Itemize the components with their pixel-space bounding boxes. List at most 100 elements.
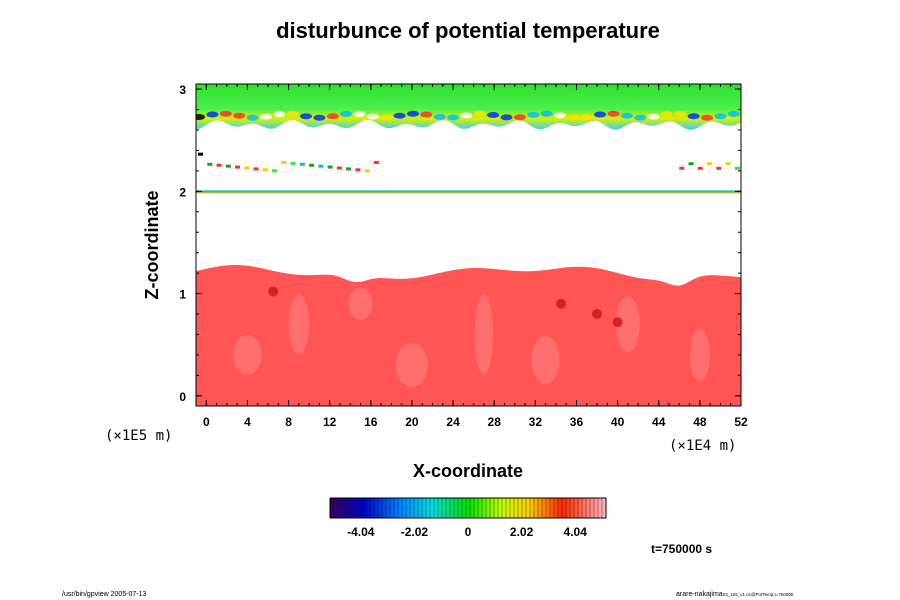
upper-edge-blob [594,111,607,118]
x-tick-label: 8 [285,415,292,429]
lower-eddy [395,343,428,388]
upper-edge-blob [674,110,687,117]
upper-edge-blob [687,113,700,120]
upper-edge-blob [246,114,259,121]
patch [235,165,241,169]
x-tick-label: 44 [652,415,666,429]
y-axis-ticks: 0 1 2 3 [179,83,741,404]
upper-edge-blob [527,111,540,118]
plot-frame [195,83,742,407]
patch [355,168,361,172]
x-tick-label: 24 [446,415,460,429]
lower-eddy [615,296,640,353]
patch [272,169,278,173]
upper-edge-blob [206,111,219,118]
lower-eddy [689,328,710,381]
patch [318,164,324,168]
upper-edge-blob [460,112,473,119]
x-axis-label: X-coordinate [413,461,523,481]
plot-fields [196,84,741,406]
patch [373,160,379,164]
y-tick-label: 0 [179,390,186,404]
footer-right-sub: 03_1e5_v1.nc@PotTemp,t=750000 [723,592,794,597]
lower-eddy [233,334,262,375]
x-tick-label: 0 [203,415,210,429]
patch [688,162,694,166]
x-tick-label: 4 [244,415,251,429]
upper-edge-blob [487,111,500,118]
upper-edge-blob [634,114,647,121]
y-tick-label: 2 [179,185,186,199]
upper-edge-blob [406,110,419,117]
time-label: t=750000 s [651,542,712,556]
patch [198,152,204,156]
lower-eddy [348,287,373,320]
patch [225,164,231,168]
patch [707,162,713,166]
patch [253,167,259,171]
warm-spot [556,298,567,309]
colorbar-tick-label: 4.04 [564,525,588,539]
thin-band [196,190,741,193]
upper-edge-blob [433,114,446,121]
upper-edge-blob [607,110,620,117]
lower-eddy [531,336,560,384]
upper-edge-blob [647,113,660,120]
colorbar-tick-label: 2.02 [510,525,534,539]
thin-band-edge [196,192,741,194]
y-axis-label: Z-coordinate [142,190,162,299]
upper-edge-blob [420,111,433,118]
upper-edge-blob [326,113,339,120]
upper-edge-blob [380,114,393,121]
patch [725,162,731,166]
x-tick-label: 20 [405,415,419,429]
chart-title: disturbunce of potential temperature [276,18,660,43]
x-unit-label: (×1E4 m) [669,438,736,454]
warm-spot [612,317,623,328]
lower-eddy [474,294,493,375]
warm-spot [268,286,279,297]
patch [679,166,685,170]
upper-edge-blob [259,113,272,120]
y-unit-label: (×1E5 m) [105,428,172,444]
upper-edge-blob [727,110,740,117]
patch [309,163,315,167]
x-tick-label: 32 [529,415,543,429]
patch [336,166,342,170]
upper-edge-blob [300,113,313,120]
colorbar-tick-label: -4.04 [347,525,375,539]
x-tick-label: 52 [734,415,748,429]
upper-edge-blob [714,113,727,120]
colorbar [329,497,607,519]
patch [364,169,370,173]
upper-edge-blob [473,110,486,117]
upper-edge-blob [580,114,593,121]
lower-layer-fill [196,264,741,406]
y-tick-label: 1 [179,288,186,302]
x-tick-label: 48 [693,415,707,429]
colorbar-tick-label: 0 [465,525,472,539]
upper-edge-blob [540,110,553,117]
x-tick-label: 40 [611,415,625,429]
upper-edge-blob [196,114,206,121]
x-tick-label: 36 [570,415,584,429]
patch [716,166,722,170]
upper-edge-blob [313,114,326,121]
upper-edge-blob [513,114,526,121]
x-tick-label: 16 [364,415,378,429]
upper-edge-blob [219,110,232,117]
y-tick-label: 3 [179,83,186,97]
upper-edge-blob [567,114,580,121]
upper-edge-blob [393,112,406,119]
upper-edge-blob [620,112,633,119]
patch [697,166,703,170]
upper-edge-blob [447,114,460,121]
patch [734,166,740,170]
patch [216,163,222,167]
upper-edge-blob [340,110,353,117]
colorbar-stripes [333,498,603,518]
colorbar-tick-label: -2.02 [401,525,429,539]
x-tick-label: 28 [488,415,502,429]
patch [207,162,213,166]
